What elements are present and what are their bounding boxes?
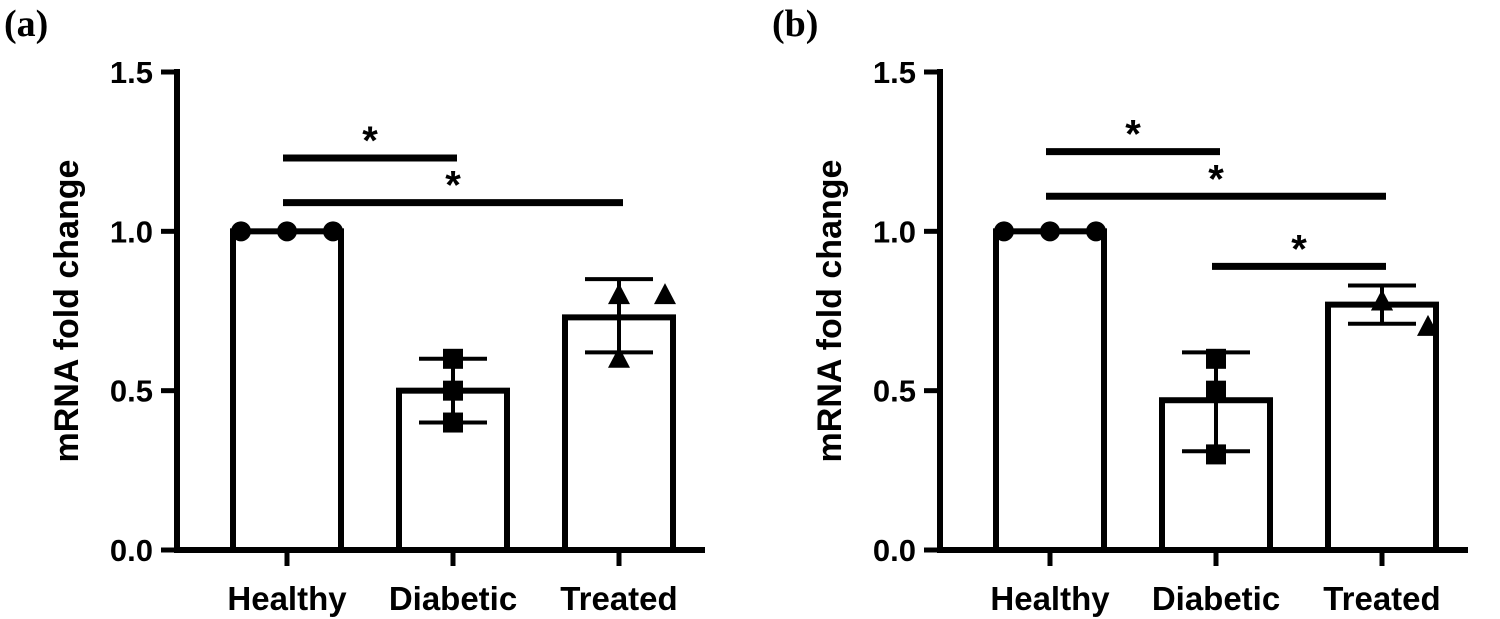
data-point-square [1206,444,1226,465]
data-point-triangle [654,283,676,305]
data-point-circle [323,221,343,242]
panel-label-b: (b) [772,3,819,45]
data-point-circle [277,221,297,242]
bar-treated [1325,301,1439,554]
significance-star: * [1291,227,1307,271]
x-tick-label: Treated [560,580,677,617]
data-point-circle [1086,221,1106,242]
data-point-square [1206,380,1226,401]
x-tick-label: Healthy [990,580,1110,617]
data-point-triangle [1417,314,1439,336]
y-tick-label: 0.5 [110,374,153,409]
significance-star: * [1208,157,1224,201]
y-axis-title: mRNA fold change [811,160,849,463]
significance-star: * [362,119,378,163]
data-point-triangle [1371,289,1393,311]
data-point-circle [231,221,251,242]
data-point-square [443,348,463,369]
data-point-square [443,380,463,401]
data-point-square [443,412,463,433]
chart-panel-2: 0.0 0.5 1.0 1.5 mRNA fold change Healthy Diabe… [811,55,1468,617]
y-tick-label: 1.0 [110,214,153,249]
bar-healthy [230,228,344,553]
x-tick-label: Diabetic [389,580,517,617]
y-tick-label: 0.0 [110,533,153,568]
x-tick-label: Healthy [227,580,347,617]
data-point-square [1206,348,1226,369]
data-point-circle [994,221,1014,242]
data-point-triangle [608,283,630,305]
data-point-circle [1040,221,1060,242]
y-tick-label: 0.0 [873,533,916,568]
chart-panel-1: 0.0 0.5 1.0 1.5 mRNA fold change Healthy Diabe… [48,55,705,617]
y-tick-label: 0.5 [873,374,916,409]
significance-star: * [1125,113,1141,157]
x-tick-label: Diabetic [1152,580,1280,617]
x-tick-label: Treated [1323,580,1440,617]
y-tick-label: 1.0 [873,214,916,249]
y-tick-label: 1.5 [873,55,916,90]
bar-healthy [993,228,1107,553]
significance-star: * [445,164,461,208]
panel-label-a: (a) [4,3,49,45]
bar-diabetic [396,387,510,553]
y-axis-title: mRNA fold change [48,160,86,463]
data-point-triangle [608,346,630,368]
bar-treated [562,314,676,553]
y-tick-label: 1.5 [110,55,153,90]
